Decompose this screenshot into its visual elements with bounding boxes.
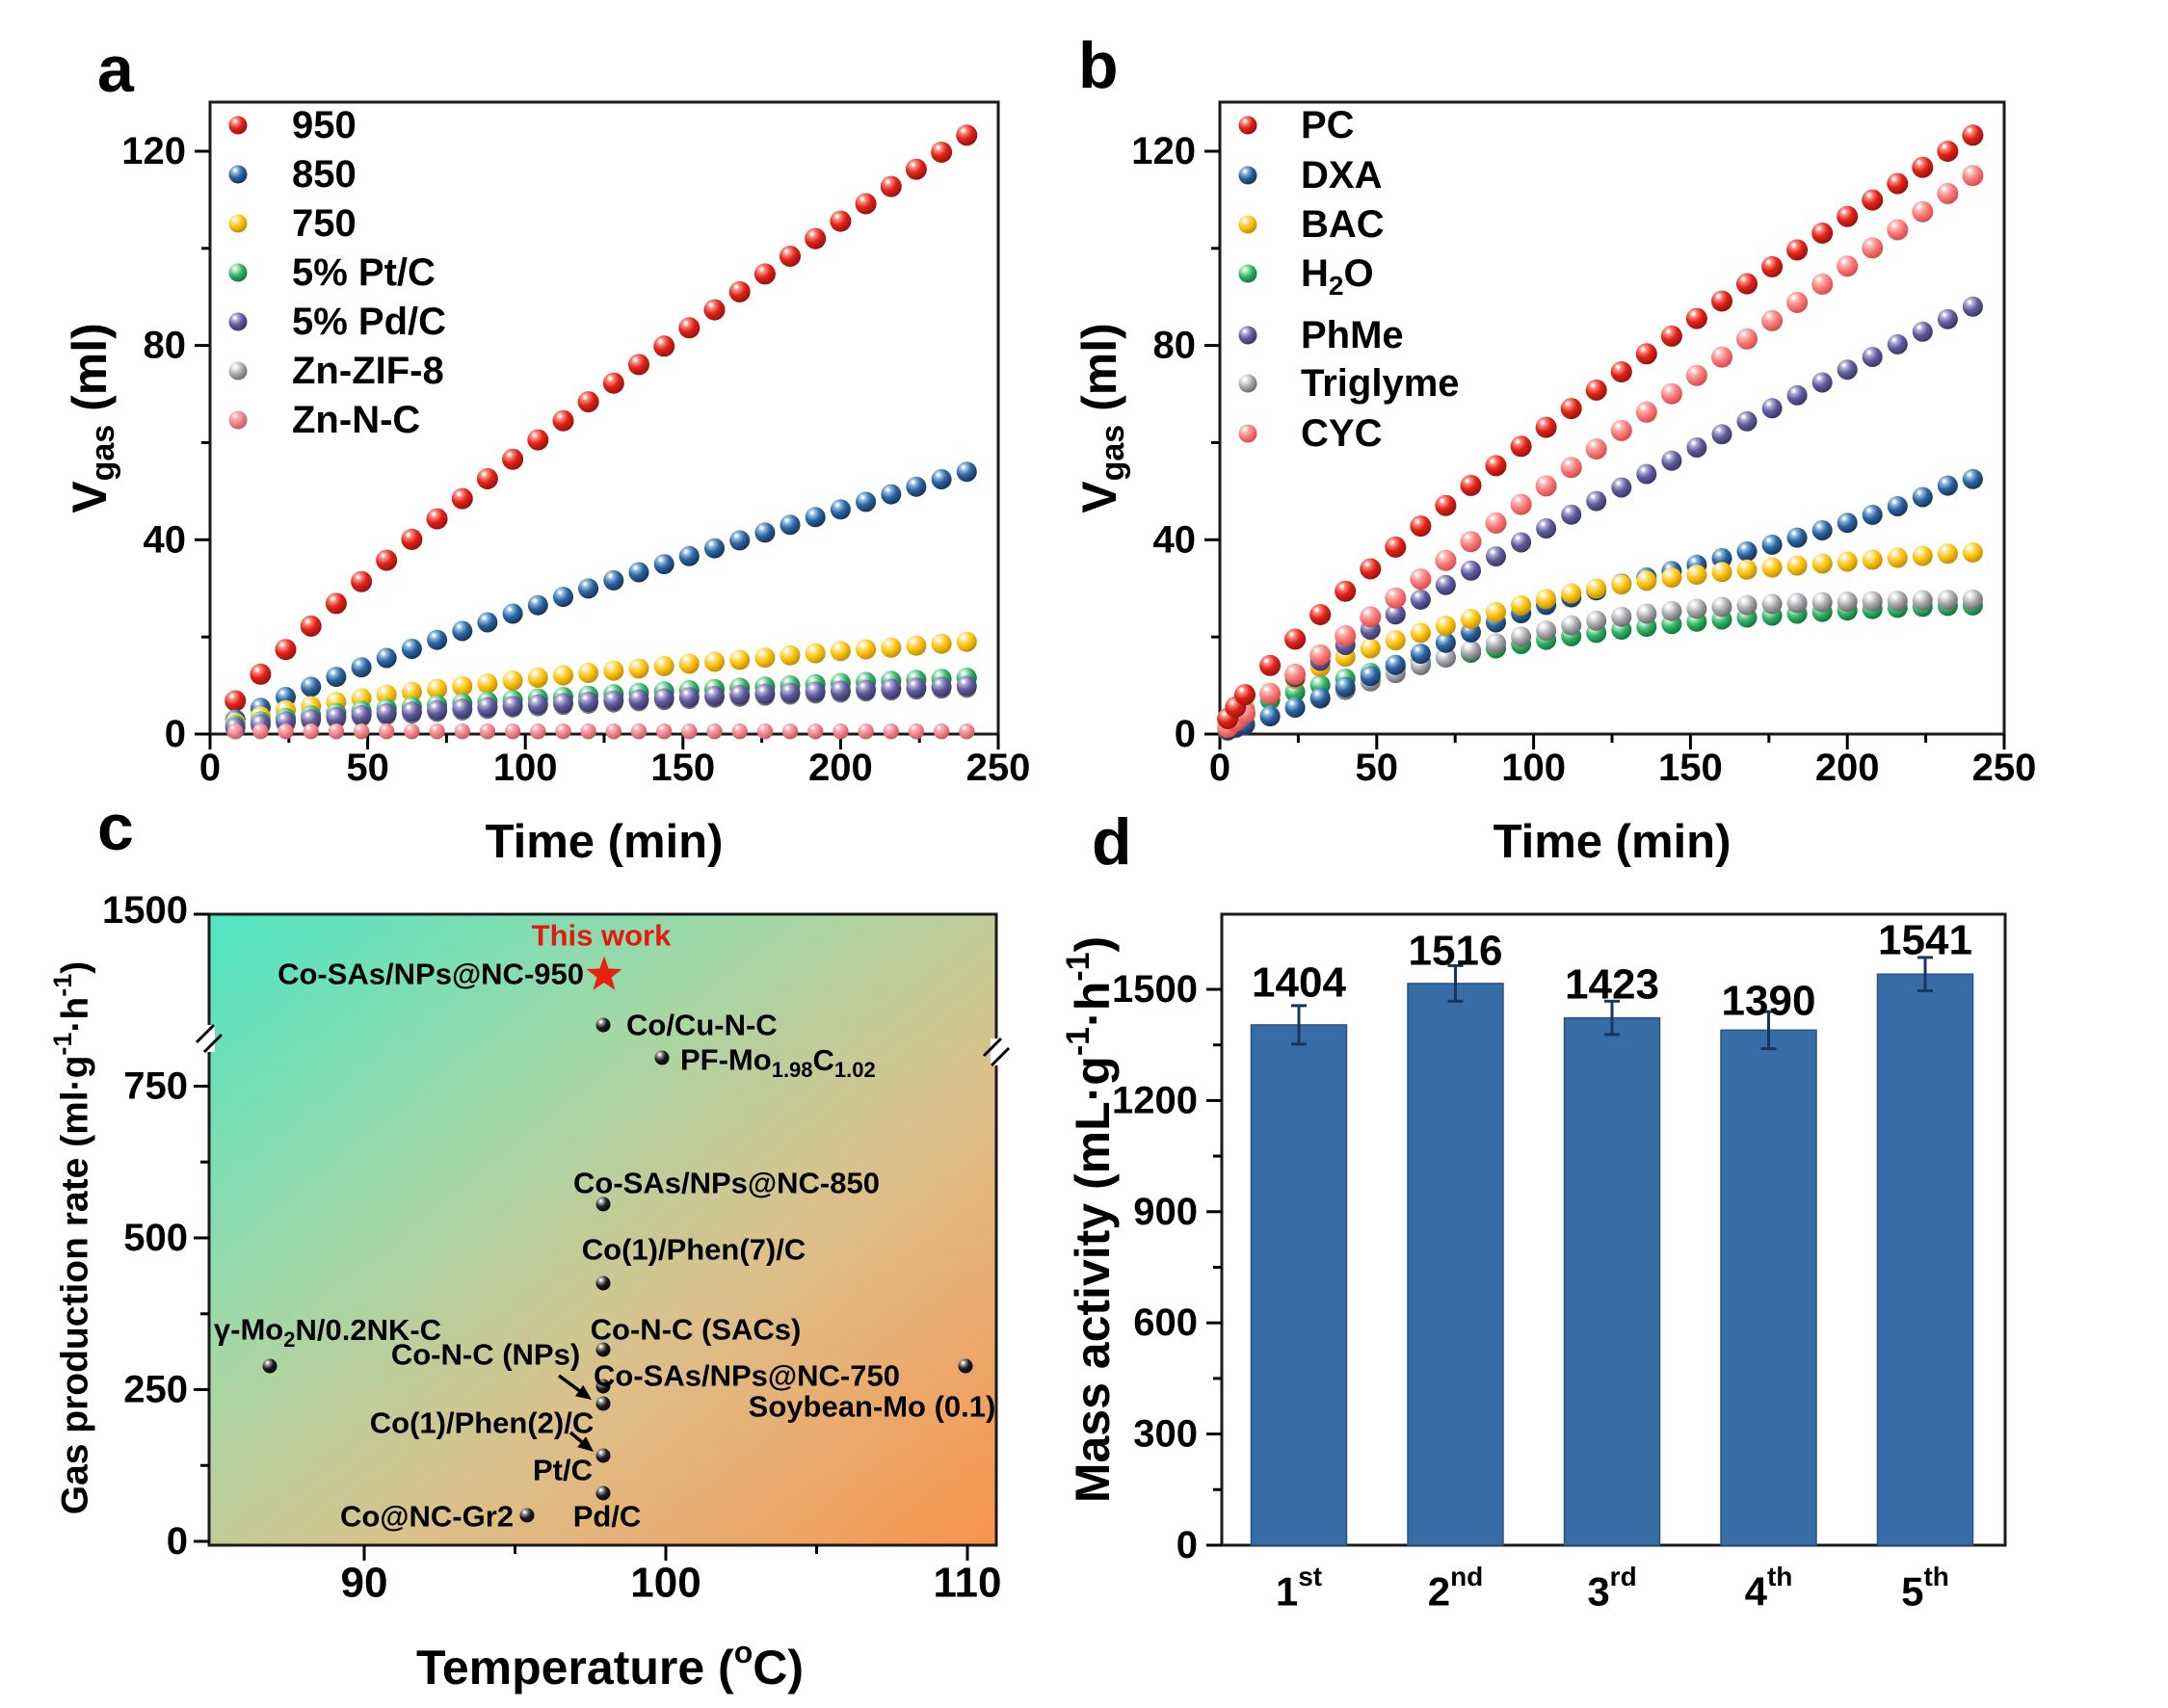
svg-text:1404: 1404 xyxy=(1252,959,1346,1007)
svg-text:50: 50 xyxy=(346,747,389,789)
svg-text:200: 200 xyxy=(808,747,873,789)
svg-text:b: b xyxy=(1078,29,1119,102)
svg-text:0: 0 xyxy=(1177,1524,1198,1566)
svg-text:80: 80 xyxy=(144,325,187,367)
svg-text:PC: PC xyxy=(1301,104,1355,146)
svg-text:0: 0 xyxy=(1209,747,1230,789)
svg-text:850: 850 xyxy=(292,153,357,196)
svg-text:Pd/C: Pd/C xyxy=(573,1500,642,1534)
svg-text:Time (min): Time (min) xyxy=(486,816,724,868)
svg-text:BAC: BAC xyxy=(1301,203,1385,246)
svg-text:600: 600 xyxy=(1133,1301,1198,1344)
svg-text:Mass activity (mL·g-1·h-1): Mass activity (mL·g-1·h-1) xyxy=(1060,936,1120,1503)
svg-text:300: 300 xyxy=(1133,1413,1198,1456)
svg-text:110: 110 xyxy=(934,1560,1002,1607)
svg-text:0: 0 xyxy=(165,713,186,755)
svg-text:100: 100 xyxy=(1501,747,1566,789)
svg-text:0: 0 xyxy=(167,1520,188,1563)
svg-text:750: 750 xyxy=(123,1065,188,1108)
svg-text:0: 0 xyxy=(1175,713,1196,755)
svg-text:Time (min): Time (min) xyxy=(1494,816,1732,868)
svg-text:200: 200 xyxy=(1815,747,1880,789)
svg-text:40: 40 xyxy=(144,518,187,561)
svg-text:100: 100 xyxy=(493,747,558,789)
svg-text:120: 120 xyxy=(1131,130,1196,172)
svg-text:120: 120 xyxy=(121,130,186,172)
svg-text:900: 900 xyxy=(1133,1191,1198,1233)
svg-text:90: 90 xyxy=(341,1560,388,1607)
svg-text:Co-N-C (NPs): Co-N-C (NPs) xyxy=(391,1338,580,1372)
svg-text:Zn-ZIF-8: Zn-ZIF-8 xyxy=(292,350,444,392)
svg-text:Co-SAs/NPs@NC-750: Co-SAs/NPs@NC-750 xyxy=(594,1359,900,1393)
svg-text:750: 750 xyxy=(292,202,357,245)
svg-text:150: 150 xyxy=(650,747,715,789)
svg-text:150: 150 xyxy=(1658,747,1723,789)
svg-text:1423: 1423 xyxy=(1565,961,1659,1009)
svg-text:Co-N-C (SACs): Co-N-C (SACs) xyxy=(591,1313,802,1347)
svg-text:500: 500 xyxy=(123,1217,188,1259)
svg-text:5% Pd/C: 5% Pd/C xyxy=(292,301,446,343)
svg-text:Triglyme: Triglyme xyxy=(1301,362,1460,405)
svg-text:5% Pt/C: 5% Pt/C xyxy=(292,251,436,294)
svg-text:80: 80 xyxy=(1153,325,1197,367)
svg-text:PhMe: PhMe xyxy=(1301,314,1404,356)
svg-text:40: 40 xyxy=(1153,518,1197,561)
svg-text:Co-SAs/NPs@NC-850: Co-SAs/NPs@NC-850 xyxy=(573,1167,880,1200)
svg-text:d: d xyxy=(1092,805,1132,879)
svg-text:γ-Mo2N/0.2NK-C: γ-Mo2N/0.2NK-C xyxy=(214,1313,441,1352)
svg-text:100: 100 xyxy=(630,1560,701,1607)
svg-text:50: 50 xyxy=(1356,747,1399,789)
svg-text:1390: 1390 xyxy=(1722,978,1816,1025)
svg-text:1516: 1516 xyxy=(1409,928,1503,975)
svg-text:Vgas (ml): Vgas (ml) xyxy=(1072,323,1131,513)
svg-text:This work: This work xyxy=(532,919,672,953)
svg-text:Co-SAs/NPs@NC-950: Co-SAs/NPs@NC-950 xyxy=(278,958,584,991)
svg-text:Pt/C: Pt/C xyxy=(533,1454,593,1487)
svg-text:Co/Cu-N-C: Co/Cu-N-C xyxy=(626,1009,778,1042)
svg-text:250: 250 xyxy=(123,1369,188,1411)
svg-text:0: 0 xyxy=(199,747,221,789)
svg-text:1500: 1500 xyxy=(1112,968,1198,1011)
svg-text:Gas production rate (ml·g-1·h-: Gas production rate (ml·g-1·h-1) xyxy=(48,961,96,1515)
svg-text:1200: 1200 xyxy=(1112,1079,1198,1121)
svg-text:250: 250 xyxy=(1972,747,2037,789)
svg-text:Soybean-Mo (0.1): Soybean-Mo (0.1) xyxy=(749,1390,996,1424)
svg-text:Co@NC-Gr2: Co@NC-Gr2 xyxy=(340,1500,514,1534)
svg-text:Co(1)/Phen(7)/C: Co(1)/Phen(7)/C xyxy=(582,1233,806,1267)
svg-text:c: c xyxy=(97,791,134,864)
svg-text:Vgas (ml): Vgas (ml) xyxy=(63,323,121,513)
svg-text:1541: 1541 xyxy=(1878,917,1972,964)
svg-text:a: a xyxy=(97,33,135,106)
svg-text:250: 250 xyxy=(966,747,1031,789)
svg-text:Zn-N-C: Zn-N-C xyxy=(292,399,420,441)
svg-text:DXA: DXA xyxy=(1301,154,1382,197)
svg-text:950: 950 xyxy=(292,104,357,146)
svg-text:1500: 1500 xyxy=(102,889,188,932)
svg-text:Co(1)/Phen(2)/C: Co(1)/Phen(2)/C xyxy=(370,1406,595,1440)
svg-text:CYC: CYC xyxy=(1301,412,1382,455)
